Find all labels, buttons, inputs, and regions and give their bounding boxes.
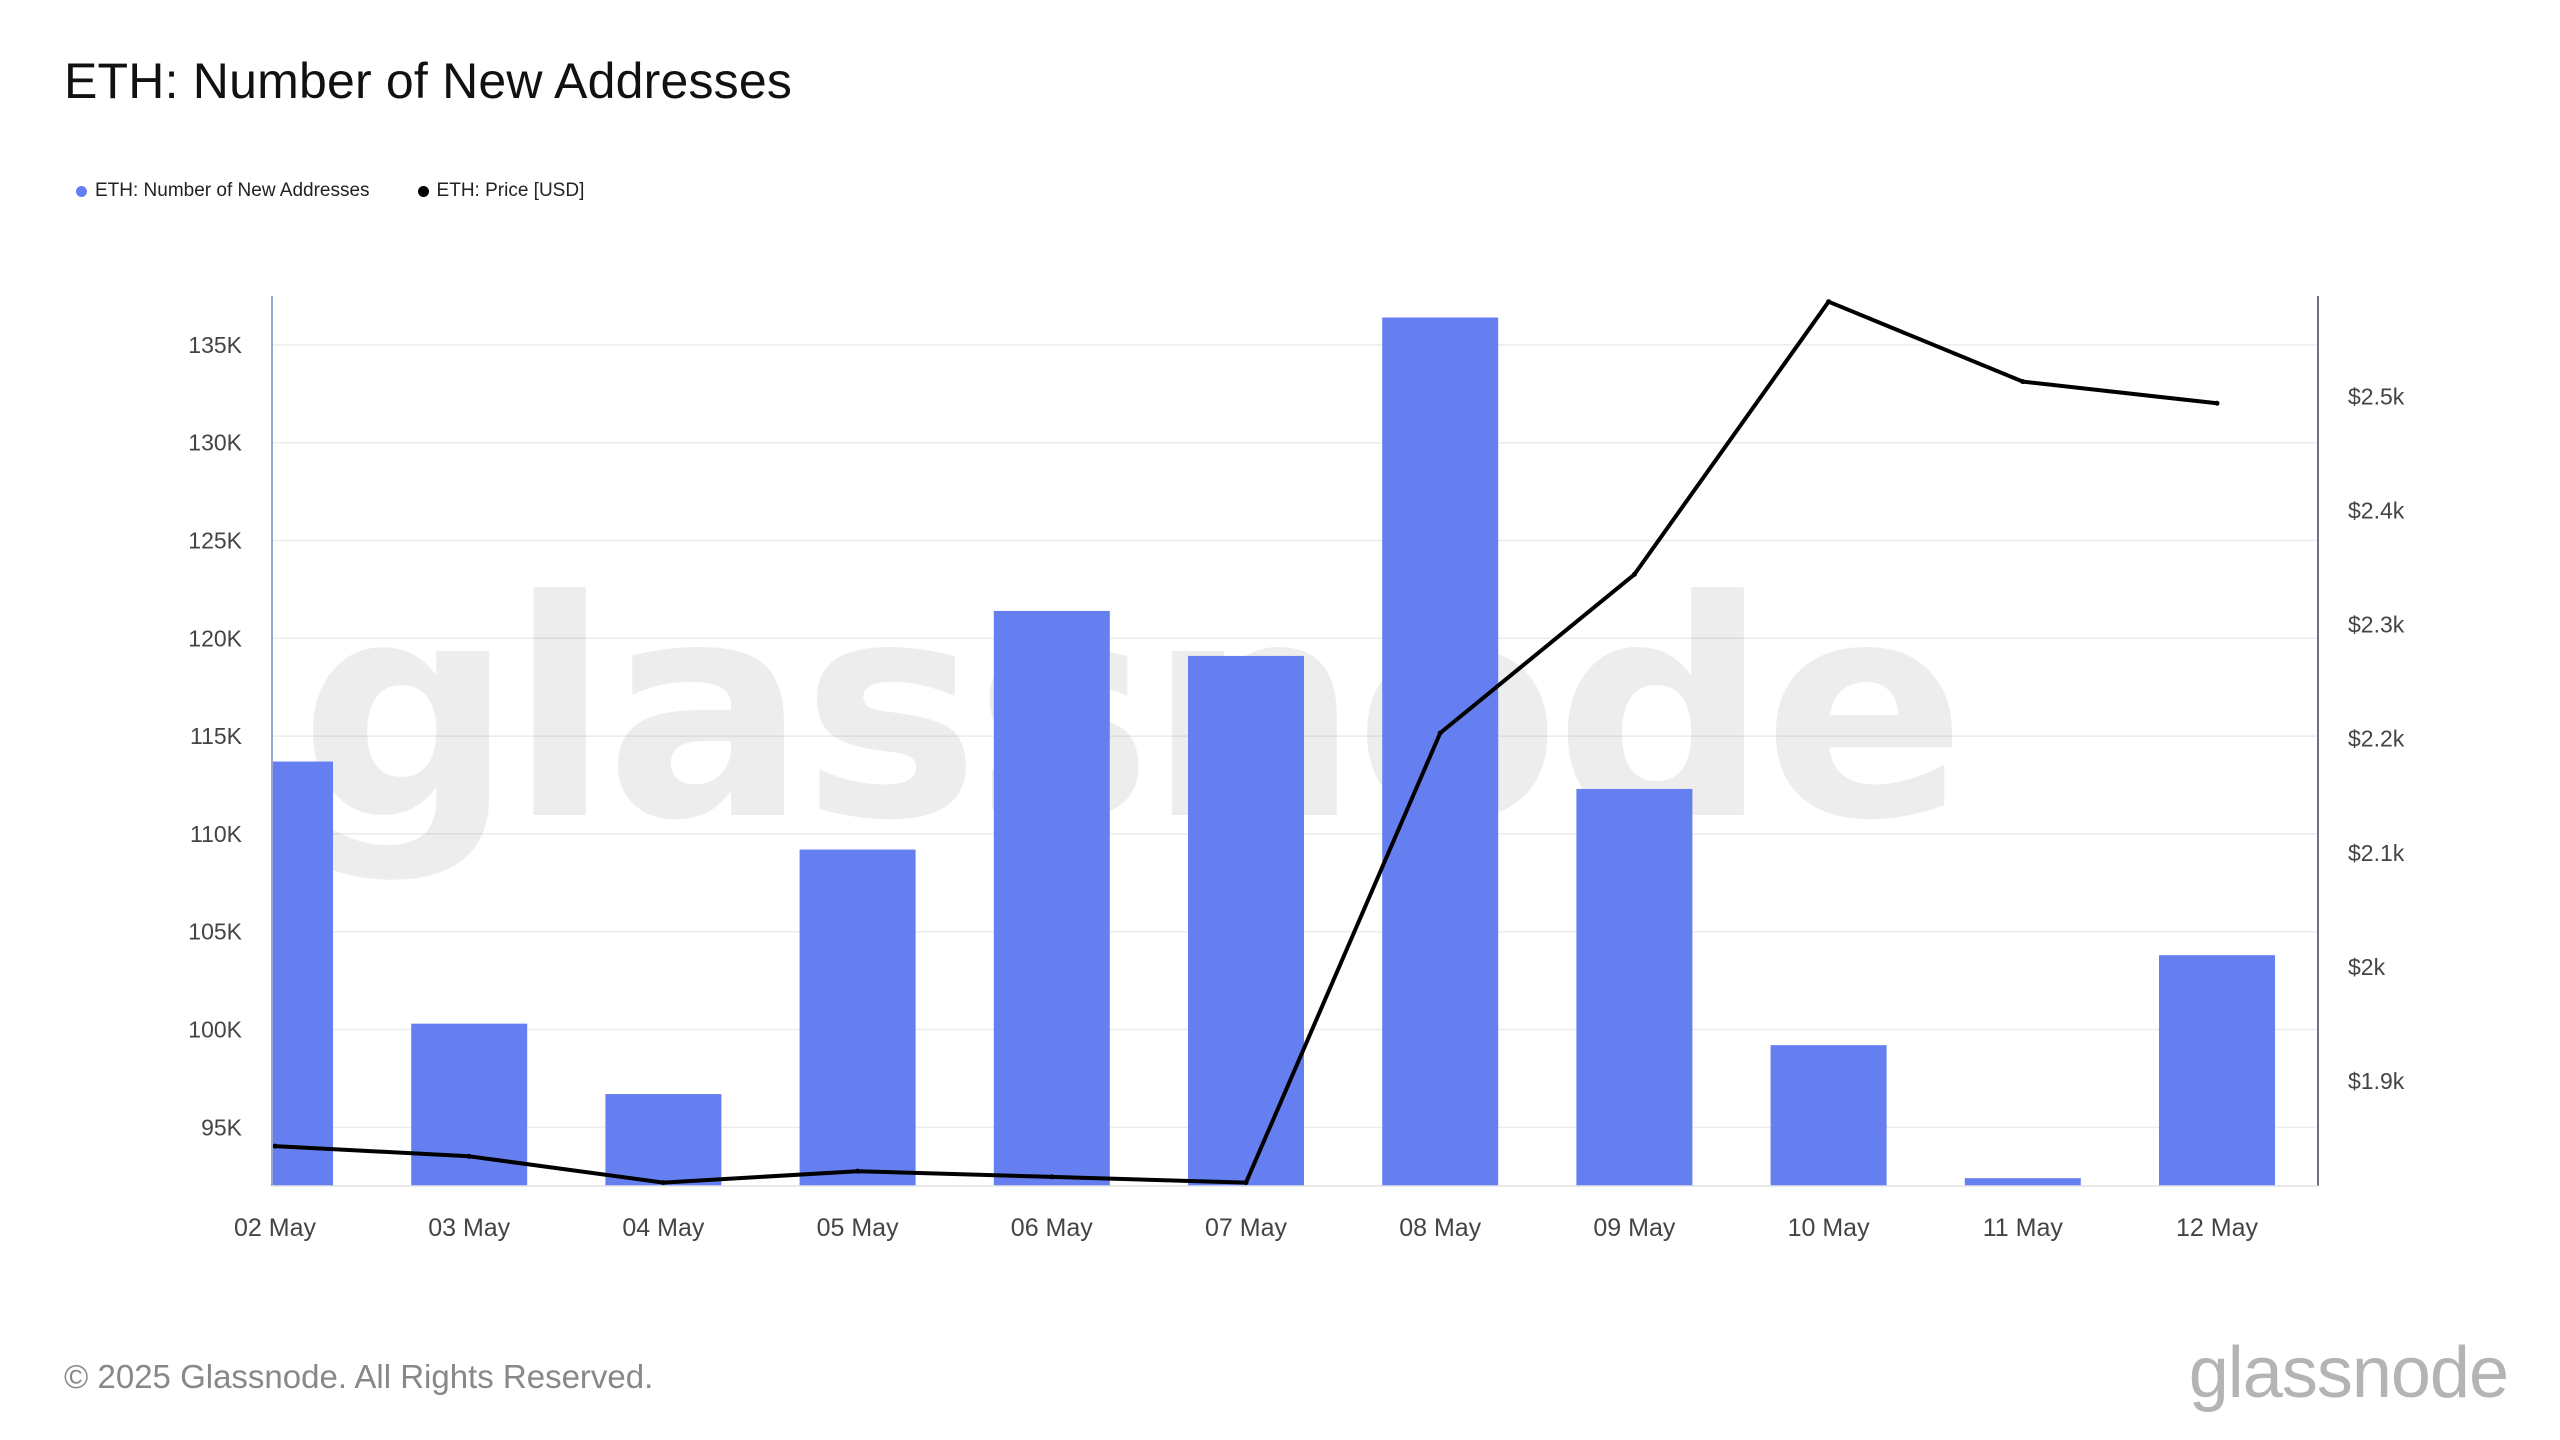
bar-new-addresses[interactable] [2159,955,2275,1186]
bar-new-addresses[interactable] [411,1023,528,1186]
legend-item-price[interactable]: ETH: Price [USD] [417,180,585,202]
right-tick-label: $2.4k [2348,498,2405,524]
price-point[interactable] [1631,571,1637,577]
x-tick-label: 09 May [1593,1214,1675,1242]
left-tick-label: 135K [188,332,242,358]
bar-new-addresses[interactable] [993,610,1110,1186]
x-tick-label: 02 May [234,1214,316,1242]
left-tick-label: 120K [188,625,242,651]
x-tick-label: 06 May [1011,1214,1093,1242]
right-tick-label: $2.1k [2348,840,2405,866]
price-point[interactable] [1826,299,1832,305]
bar-new-addresses[interactable] [272,761,333,1186]
x-tick-label: 03 May [428,1214,510,1242]
left-tick-label: 105K [188,919,242,945]
price-point[interactable] [2020,379,2026,385]
price-point[interactable] [660,1180,666,1186]
left-tick-label: 115K [190,723,243,749]
price-point[interactable] [1049,1174,1055,1180]
bar-new-addresses[interactable] [1964,1178,2081,1186]
x-tick-label: 10 May [1788,1214,1870,1242]
x-tick-label: 12 May [2176,1214,2258,1242]
left-tick-label: 125K [188,528,242,554]
left-tick-label: 95K [201,1114,243,1140]
left-tick-label: 130K [188,430,242,456]
bar-new-addresses[interactable] [605,1094,722,1186]
left-tick-label: 110K [190,821,243,847]
price-point[interactable] [2214,400,2220,406]
chart-legend: ETH: Number of New Addresses ETH: Price … [76,180,584,202]
brand-logo-text: glassnode [2188,1333,2509,1413]
x-tick-label: 04 May [622,1214,704,1242]
chart-plot-area: glassnode 95K 100K 105K 110K 115K 120K 125K 130… [188,296,2405,1242]
x-tick-label: 11 May [1983,1214,2064,1242]
right-tick-label: $1.9k [2348,1068,2405,1094]
axes [271,296,2319,1187]
price-point[interactable] [1437,730,1443,736]
legend-label-new-addresses: ETH: Number of New Addresses [95,180,370,201]
price-point[interactable] [855,1168,861,1174]
right-tick-label: $2.2k [2348,726,2405,752]
bar-new-addresses[interactable] [1382,317,1499,1186]
legend-item-new-addresses[interactable]: ETH: Number of New Addresses [76,180,370,202]
chart-title: ETH: Number of New Addresses [64,53,793,109]
x-tick-label: 08 May [1399,1214,1481,1242]
bar-new-addresses[interactable] [1576,788,1693,1186]
copyright-text: © 2025 Glassnode. All Rights Reserved. [64,1358,654,1395]
x-axis-ticks: 02 May 03 May 04 May 05 May 06 May 07 May 08 M… [234,1214,2258,1242]
bar-new-addresses[interactable] [1770,1045,1887,1186]
bar-new-addresses[interactable] [799,849,916,1186]
right-axis-ticks: $1.9k $2k $2.1k $2.2k $2.3k $2.4k $2.5k [2348,383,2405,1094]
right-tick-label: $2.3k [2348,612,2405,638]
x-tick-label: 05 May [817,1214,899,1242]
x-tick-label: 07 May [1205,1214,1287,1242]
price-line-series [272,299,2220,1186]
right-tick-label: $2k [2348,954,2386,980]
legend-dot-price [417,185,429,197]
watermark-text: glassnode [299,537,1960,886]
bar-new-addresses[interactable] [1188,655,1304,1186]
legend-label-price: ETH: Price [USD] [436,180,585,201]
price-point[interactable] [466,1153,472,1159]
price-point[interactable] [1243,1180,1249,1186]
right-tick-label: $2.5k [2348,383,2405,409]
bar-series [272,317,2275,1186]
legend-dot-new-addresses [76,185,87,197]
left-tick-label: 100K [188,1017,242,1043]
left-axis-ticks: 95K 100K 105K 110K 115K 120K 125K 130K 135K [188,332,242,1140]
price-point[interactable] [272,1143,278,1149]
